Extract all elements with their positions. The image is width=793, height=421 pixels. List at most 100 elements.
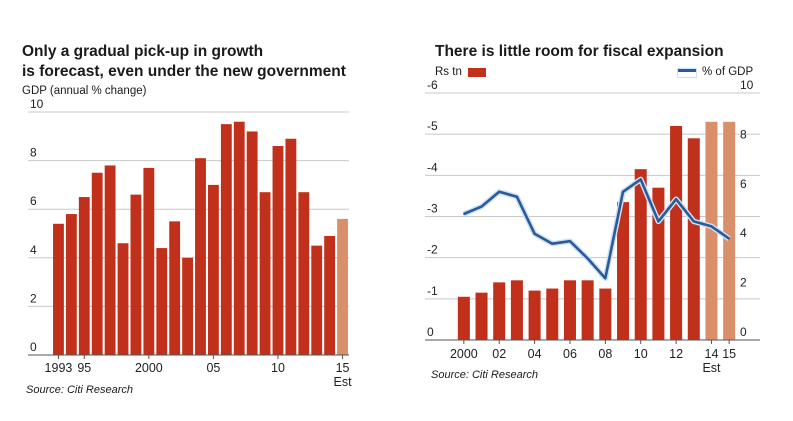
chart2-bar — [634, 169, 647, 340]
chart1-bar — [143, 167, 155, 355]
chart2-xtick-label: 06 — [563, 347, 577, 361]
chart2-line-point — [551, 242, 554, 245]
chart2-est-label: Est — [702, 361, 721, 375]
chart1-ytick-label: 2 — [30, 291, 37, 305]
legend-line-label: % of GDP — [702, 66, 754, 78]
chart1-bar — [298, 192, 310, 355]
chart2-line-point — [516, 195, 518, 198]
chart2-line-point — [463, 213, 465, 215]
chart1-bar — [220, 124, 232, 356]
chart2-line-point — [657, 220, 660, 223]
chart1-xtick-label: 15 — [336, 361, 350, 375]
chart2-line-point — [533, 232, 536, 235]
chart1-xtick-label: 1993 — [45, 361, 73, 375]
chart2-ytick-left-label: -4 — [427, 160, 438, 174]
chart1-bar — [324, 235, 336, 355]
chart2-ytick-left-label: -3 — [427, 202, 438, 216]
chart2-bar — [705, 121, 718, 340]
chart2-ytick-right-label: 2 — [740, 276, 747, 290]
chart1-title-line-1: Only a gradual pick-up in growth — [22, 43, 264, 60]
chart2-xtick-label: 14 — [705, 347, 719, 361]
chart1-bar — [91, 172, 103, 355]
chart2-ytick-right-label: 10 — [740, 78, 754, 92]
chart1-xtick-label: 10 — [271, 361, 285, 375]
chart2-ytick-left-label: -6 — [427, 78, 438, 92]
chart1-ytick-label: 0 — [30, 340, 37, 354]
chart1-ytick-label: 10 — [30, 97, 44, 111]
chart2-line-point — [569, 240, 571, 242]
chart1-bar — [156, 248, 168, 355]
chart2-bar — [723, 121, 736, 340]
chart1-source: Source: Citi Research — [26, 384, 133, 396]
legend-line-swatch — [678, 69, 696, 77]
chart2-xtick-label: 02 — [492, 347, 506, 361]
chart1-bar — [233, 121, 245, 355]
chart1-xtick-label: 95 — [77, 361, 91, 375]
chart2-bar — [457, 296, 470, 340]
chart1-bar — [195, 158, 206, 355]
chart2-ytick-right-label: 6 — [740, 177, 747, 191]
chart2-bar — [563, 280, 576, 340]
chart2-xtick-label: 04 — [528, 347, 542, 361]
chart2-bar — [493, 282, 506, 340]
legend-bar-swatch — [467, 67, 486, 77]
chart1-bar — [78, 197, 90, 355]
chart2-line-point — [604, 277, 607, 280]
chart2-line-point — [622, 191, 624, 193]
chart1-bar — [272, 146, 284, 355]
chart2-line-point — [710, 225, 713, 228]
chart1-bar — [130, 194, 142, 355]
chart1-bar — [246, 131, 258, 355]
chart2-ytick-right-label: 0 — [740, 325, 747, 339]
chart2-xtick-label: 2000 — [450, 347, 478, 361]
chart2-bar — [599, 288, 612, 340]
chart2-bar — [528, 290, 541, 340]
chart1-bar — [65, 214, 77, 355]
chart1-bar — [104, 165, 116, 355]
chart2-bar — [670, 125, 683, 340]
chart1-xtick-label: 2000 — [135, 361, 163, 375]
chart1-title: Only a gradual pick-up in growth is fore… — [22, 42, 362, 82]
chart2-ytick-left-label: 0 — [427, 325, 434, 339]
chart1-bar — [169, 221, 181, 355]
chart1-bar — [259, 192, 271, 355]
chart2-line-point — [692, 220, 695, 223]
chart2-title: There is little room for fiscal expansio… — [435, 43, 724, 60]
chart1-ylabel: GDP (annual % change) — [22, 85, 147, 97]
chart2-bar — [546, 288, 559, 340]
chart2-ytick-right-label: 8 — [740, 127, 747, 141]
chart1-bar — [53, 223, 64, 355]
chart2-line-point — [675, 198, 677, 201]
chart2-line-series — [463, 178, 730, 280]
chart1-bar — [207, 184, 219, 355]
chart2-ytick-left-label: -1 — [427, 284, 438, 298]
chart2-xtick-label: 08 — [598, 347, 612, 361]
legend-bar-label: Rs tn — [435, 66, 462, 78]
chart1-ytick-label: 6 — [30, 194, 37, 208]
chart2-bar — [687, 138, 700, 340]
chart2-bar — [617, 202, 630, 340]
chart2-bar — [652, 187, 665, 340]
chart1-est-label: Est — [334, 375, 353, 389]
chart1-xtick-label: 05 — [206, 361, 220, 375]
chart2-source: Source: Citi Research — [431, 369, 538, 381]
chart2-xtick-label: 12 — [669, 347, 683, 361]
chart2-ytick-left-label: -2 — [427, 243, 438, 257]
chart1-title-line-2: is forecast, even under the new governme… — [22, 63, 346, 80]
chart1-bar — [337, 218, 348, 355]
chart1-bar — [311, 245, 323, 355]
chart2-line-point — [639, 178, 642, 181]
chart1-bar — [182, 257, 194, 355]
chart2-bar — [475, 292, 488, 340]
legend-line-series: % of GDP — [678, 66, 753, 78]
chart2-line-point — [728, 237, 730, 240]
chart2-xtick-label: 10 — [634, 347, 648, 361]
chart1-bar — [117, 243, 129, 355]
chart1-bar — [285, 138, 297, 355]
chart2-line-point — [480, 205, 483, 208]
chart2-ytick-right-label: 4 — [740, 226, 747, 240]
chart2-bar — [581, 280, 594, 340]
